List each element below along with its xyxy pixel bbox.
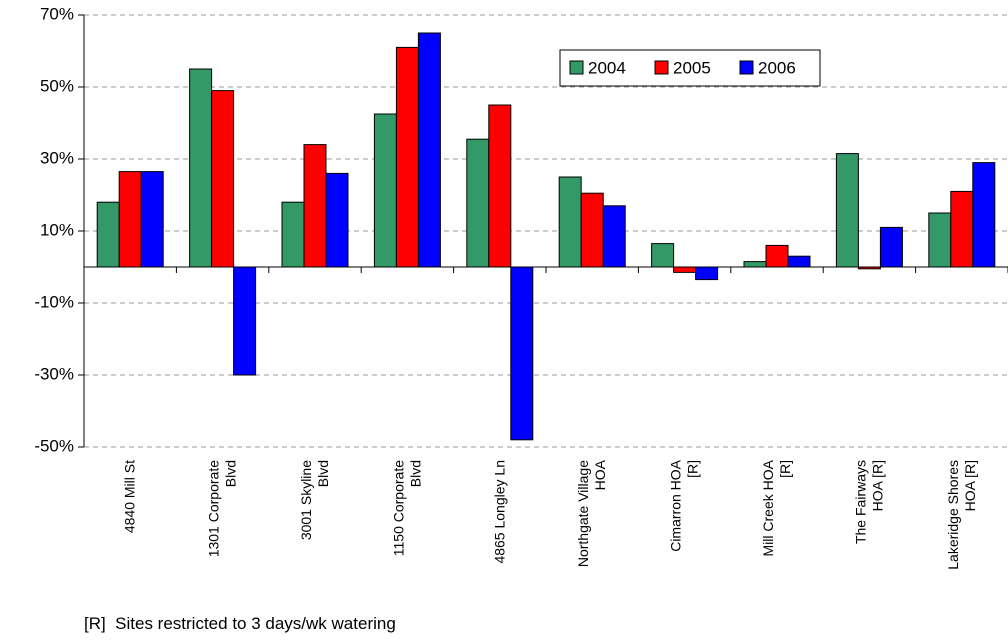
bar: [417, 32, 441, 268]
bar: [189, 68, 213, 268]
x-tick-label: Mill Creek HOA [R]: [760, 460, 793, 557]
bar: [140, 171, 164, 268]
bar: [765, 244, 789, 268]
bar: [950, 190, 974, 268]
legend-label: 2006: [758, 58, 796, 77]
bar: [118, 171, 142, 268]
bar: [488, 104, 512, 268]
y-tick-label: 50%: [40, 76, 74, 95]
bar: [96, 201, 120, 268]
x-tick-label: The Fairways HOA [R]: [852, 460, 886, 545]
y-tick-label: -10%: [34, 292, 74, 311]
x-tick-label: 3001 Skyline Blvd: [298, 460, 331, 541]
bar: [510, 266, 534, 441]
x-tick-label: Northgate Village HOA: [575, 460, 609, 568]
bar: [325, 172, 349, 268]
bar: [373, 113, 397, 268]
y-tick-label: 10%: [40, 220, 74, 239]
bar: [972, 162, 996, 268]
bar: [558, 176, 582, 268]
bar: [651, 243, 675, 268]
x-tick-label: Cimarron HOA [R]: [667, 460, 701, 552]
legend-swatch: [654, 60, 669, 75]
y-tick-label: -50%: [34, 436, 74, 455]
bar: [879, 226, 903, 268]
bar: [673, 266, 697, 273]
y-tick-label: -30%: [34, 364, 74, 383]
bar: [787, 255, 811, 268]
bar: [395, 46, 419, 268]
y-tick-label: 70%: [40, 4, 74, 23]
legend-swatch: [739, 60, 754, 75]
bar: [928, 212, 952, 268]
x-tick-label: 1150 Corporate Blvd: [390, 460, 424, 557]
bar: [743, 261, 767, 268]
bar: [281, 201, 305, 268]
bar: [695, 266, 719, 281]
bar: [835, 153, 859, 268]
bar: [211, 90, 235, 268]
bar: [466, 138, 490, 268]
x-tick-label: 4840 Mill St: [121, 460, 138, 534]
x-tick-label: 4865 Longley Ln: [491, 460, 508, 564]
bar: [580, 192, 604, 268]
legend-box: [559, 49, 821, 87]
x-tick-label: 1301 Corporate Blvd: [205, 460, 239, 558]
legend-label: 2004: [588, 58, 626, 77]
legend-label: 2005: [673, 58, 711, 77]
x-tick-label: Lakeridge Shores HOA [R]: [944, 460, 978, 570]
bar: [602, 205, 626, 268]
legend-swatch: [569, 60, 584, 75]
y-tick-label: 30%: [40, 148, 74, 167]
bar: [233, 266, 257, 376]
footnote: [R] Sites restricted to 3 days/wk wateri…: [84, 614, 396, 633]
bar: [303, 144, 327, 268]
